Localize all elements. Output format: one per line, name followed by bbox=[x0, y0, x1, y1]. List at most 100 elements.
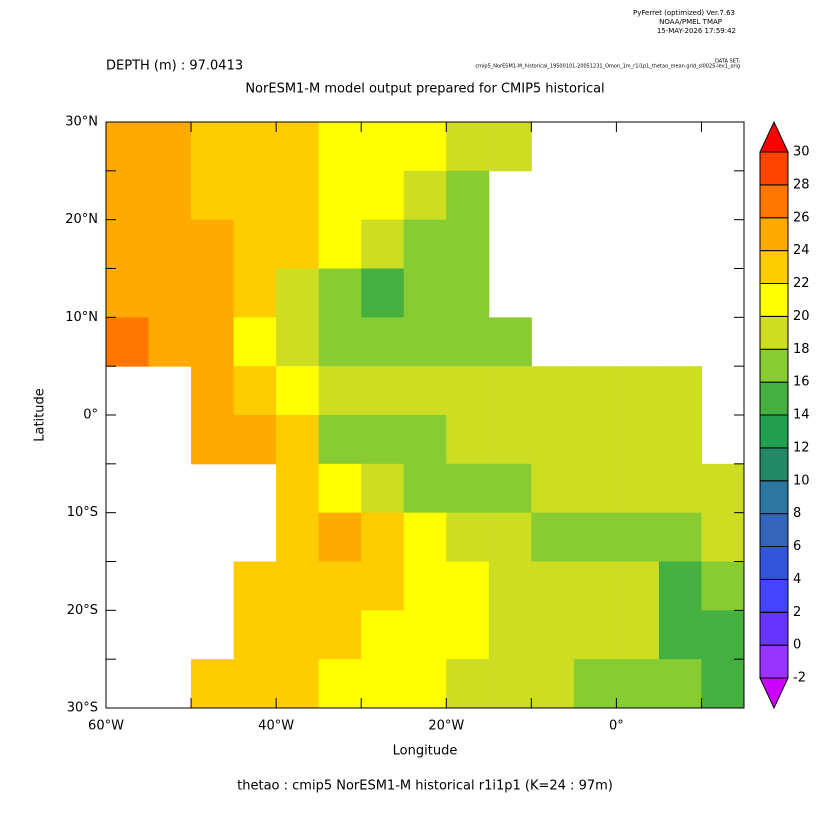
cell bbox=[403, 463, 447, 514]
cell bbox=[403, 268, 447, 318]
cell bbox=[318, 122, 362, 172]
colorbar-label: 26 bbox=[793, 210, 810, 225]
x-tick-label: 20°W bbox=[428, 719, 464, 734]
cell bbox=[276, 170, 320, 221]
cell bbox=[446, 317, 490, 367]
cell bbox=[233, 268, 277, 318]
y-tick-label: 20°N bbox=[65, 212, 98, 227]
colorbar-label: 14 bbox=[793, 408, 810, 423]
cell bbox=[276, 463, 320, 514]
cell bbox=[403, 170, 447, 221]
cell bbox=[488, 415, 532, 465]
cell bbox=[191, 268, 235, 318]
cell bbox=[233, 415, 277, 465]
cell bbox=[233, 317, 277, 367]
cell bbox=[361, 415, 405, 465]
caption: thetao : cmip5 NorESM1-M historical r1i1… bbox=[237, 779, 613, 794]
cell bbox=[361, 561, 405, 611]
cell bbox=[361, 610, 405, 660]
cell bbox=[446, 219, 490, 269]
cell bbox=[276, 317, 320, 367]
cell bbox=[276, 512, 320, 562]
cell bbox=[403, 659, 447, 709]
colorbar-box bbox=[759, 414, 789, 449]
cell bbox=[616, 512, 660, 562]
x-tick-label: 0° bbox=[609, 719, 624, 734]
cell bbox=[318, 463, 362, 514]
cell bbox=[658, 659, 702, 709]
colorbar-box bbox=[759, 184, 789, 219]
cell bbox=[233, 561, 277, 611]
cell bbox=[361, 463, 405, 514]
cell bbox=[106, 268, 150, 318]
cell bbox=[446, 122, 490, 172]
cell bbox=[361, 512, 405, 562]
cell bbox=[361, 317, 405, 367]
cell bbox=[531, 463, 575, 514]
cell bbox=[531, 610, 575, 660]
colorbar-label: 8 bbox=[793, 506, 801, 521]
cell bbox=[616, 610, 660, 660]
dataset-label: DATA SET: bbox=[715, 59, 740, 65]
subtitle: DEPTH (m) : 97.0413 bbox=[106, 59, 243, 74]
cell bbox=[191, 415, 235, 465]
x-tick-label: 40°W bbox=[258, 719, 294, 734]
cell bbox=[616, 659, 660, 709]
cell bbox=[658, 561, 702, 611]
cell bbox=[701, 512, 745, 562]
cell bbox=[658, 512, 702, 562]
cell bbox=[191, 170, 235, 221]
cell bbox=[446, 610, 490, 660]
colorbar-box bbox=[759, 217, 789, 252]
lab: NOAA/PMEL TMAP bbox=[659, 18, 722, 26]
colorbar-box bbox=[759, 315, 789, 350]
cell bbox=[573, 512, 617, 562]
cell bbox=[701, 610, 745, 660]
colorbar-label: 18 bbox=[793, 342, 810, 357]
colorbar-box bbox=[759, 250, 789, 284]
colorbar-box bbox=[759, 381, 789, 416]
cell bbox=[148, 317, 192, 367]
cell bbox=[573, 463, 617, 514]
cell bbox=[318, 268, 362, 318]
cell bbox=[658, 366, 702, 416]
cell bbox=[446, 659, 490, 709]
cell bbox=[403, 366, 447, 416]
cell bbox=[191, 317, 235, 367]
cell bbox=[148, 122, 192, 172]
cell bbox=[191, 659, 235, 709]
colorbar-box bbox=[759, 578, 789, 613]
chart-title: NorESM1-M model output prepared for CMIP… bbox=[245, 82, 604, 97]
y-tick-label: 0° bbox=[83, 408, 98, 423]
cell bbox=[361, 219, 405, 269]
cell bbox=[318, 170, 362, 221]
colorbar-low bbox=[759, 677, 789, 710]
cell bbox=[446, 415, 490, 465]
cell bbox=[318, 317, 362, 367]
colorbar-label: 16 bbox=[793, 375, 810, 390]
colorbar-label: 6 bbox=[793, 539, 801, 554]
colorbar-label: 30 bbox=[793, 145, 810, 160]
cell bbox=[148, 170, 192, 221]
cell bbox=[446, 512, 490, 562]
cell bbox=[488, 317, 532, 367]
cell bbox=[616, 463, 660, 514]
cell bbox=[488, 463, 532, 514]
date: 15-MAY-2026 17:59:42 bbox=[657, 27, 736, 35]
colorbar-box bbox=[759, 283, 789, 317]
cell bbox=[403, 415, 447, 465]
cell bbox=[658, 415, 702, 465]
cell bbox=[616, 561, 660, 611]
colorbar-label: -2 bbox=[793, 671, 806, 686]
colorbar-high bbox=[759, 120, 789, 153]
cell bbox=[148, 268, 192, 318]
cell bbox=[658, 610, 702, 660]
colorbar-box bbox=[759, 151, 789, 186]
cell bbox=[233, 219, 277, 269]
cell bbox=[148, 219, 192, 269]
cell bbox=[658, 463, 702, 514]
cell bbox=[361, 170, 405, 221]
cell bbox=[573, 366, 617, 416]
cell bbox=[403, 512, 447, 562]
cell bbox=[616, 415, 660, 465]
